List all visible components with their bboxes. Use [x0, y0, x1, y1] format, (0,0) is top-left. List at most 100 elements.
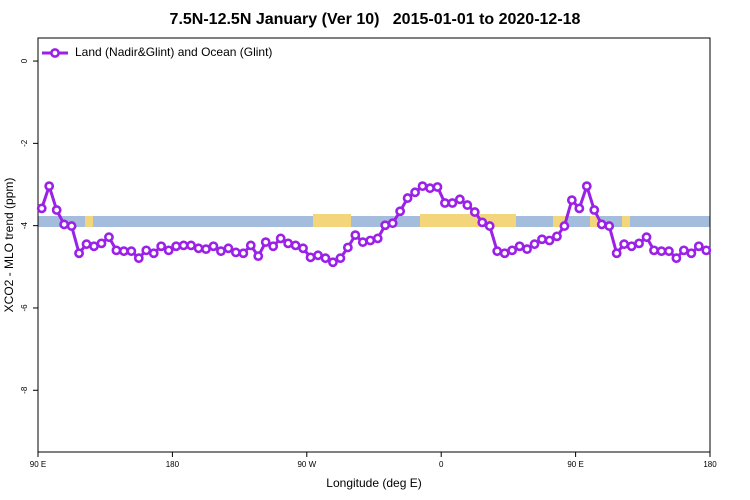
data-point [313, 250, 323, 261]
data-point [395, 206, 406, 217]
data-point [507, 245, 518, 256]
data-point [477, 217, 488, 228]
x-tick-label: 90 E [567, 460, 583, 469]
data-point [178, 240, 189, 251]
data-point [81, 239, 92, 250]
data-point [186, 240, 196, 251]
data-point [559, 221, 570, 231]
data-point [104, 232, 114, 243]
legend-label: Land (Nadir&Glint) and Ocean (Glint) [75, 45, 272, 59]
x-tick-label: 90 W [297, 460, 316, 469]
land-patch [85, 216, 93, 227]
data-point [693, 241, 704, 252]
data-point [656, 246, 667, 257]
data-point [492, 246, 503, 257]
data-point [596, 219, 607, 230]
y-tick-label: -8 [20, 386, 29, 394]
data-point [417, 181, 428, 192]
data-point [611, 248, 622, 259]
data-point [350, 230, 361, 241]
data-point [671, 253, 682, 264]
data-point [74, 248, 84, 259]
data-point [365, 235, 376, 246]
data-point [641, 232, 652, 243]
legend-marker [50, 48, 60, 58]
data-point [335, 253, 346, 264]
ocean-band [38, 216, 710, 227]
data-point [328, 257, 338, 268]
data-point [686, 248, 697, 259]
data-point [522, 244, 532, 255]
y-tick-label: -6 [20, 304, 29, 312]
plot-frame [37, 37, 711, 453]
data-point [604, 221, 615, 231]
land-patch [622, 216, 630, 227]
data-point [440, 198, 450, 208]
data-point [589, 205, 600, 215]
x-tick-label: 180 [703, 460, 717, 469]
data-point [156, 241, 167, 252]
data-point [89, 241, 99, 252]
data-point [275, 233, 286, 244]
data-point [410, 187, 420, 198]
data-point [44, 181, 55, 192]
data-point [268, 241, 279, 252]
data-point [298, 243, 308, 254]
data-point [469, 207, 480, 217]
data-point [581, 181, 592, 192]
data-point [454, 194, 465, 205]
data-point [372, 233, 383, 244]
data-point [701, 245, 712, 256]
data-point [357, 237, 368, 248]
data-point [529, 239, 540, 250]
land-patch [313, 214, 351, 227]
data-point [118, 246, 129, 257]
data-point [552, 231, 562, 242]
data-point [537, 234, 547, 245]
data-point [664, 246, 674, 257]
data-point [126, 246, 137, 257]
data-point [163, 245, 174, 256]
y-axis-label: XCO2 - MLO trend (ppm) [2, 178, 16, 313]
y-tick-label: 0 [20, 58, 29, 63]
x-tick-label: 180 [166, 460, 180, 469]
land-patch [590, 216, 600, 227]
data-point [208, 241, 219, 252]
data-point [201, 244, 211, 255]
data-point [626, 241, 637, 252]
data-point [223, 243, 234, 254]
data-point [230, 247, 241, 258]
data-point [462, 200, 473, 210]
data-point [544, 235, 555, 246]
x-tick-label: 0 [439, 460, 444, 469]
y-tick-label: -2 [20, 139, 29, 147]
data-point [66, 221, 77, 231]
data-point [36, 203, 47, 214]
data-point [432, 182, 443, 192]
data-point [387, 218, 398, 229]
data-point [133, 253, 144, 264]
data-point [425, 183, 435, 194]
data-point [619, 239, 630, 250]
data-point [253, 251, 264, 262]
data-point [380, 220, 391, 231]
data-point [260, 237, 271, 248]
data-point [141, 245, 152, 256]
data-point [514, 241, 525, 252]
data-point [148, 248, 159, 259]
land-patch [420, 214, 516, 227]
data-point [96, 238, 107, 249]
data-point [574, 203, 585, 214]
data-point [447, 198, 458, 208]
chart-title: 7.5N-12.5N January (Ver 10) 2015-01-01 t… [170, 11, 581, 28]
data-point [566, 195, 577, 206]
x-tick-label: 90 E [30, 460, 46, 469]
land-patch [553, 216, 565, 227]
data-point [484, 221, 495, 231]
data-point [59, 219, 70, 230]
data-point [499, 248, 510, 259]
data-point [634, 238, 644, 249]
x-axis-label: Longitude (deg E) [326, 476, 421, 490]
data-point [216, 246, 226, 257]
